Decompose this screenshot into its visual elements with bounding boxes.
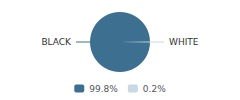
svg-text:WHITE: WHITE [169, 37, 199, 47]
svg-text:0.2%: 0.2% [143, 84, 166, 94]
svg-text:99.8%: 99.8% [89, 84, 118, 94]
svg-text:BLACK: BLACK [41, 37, 72, 47]
